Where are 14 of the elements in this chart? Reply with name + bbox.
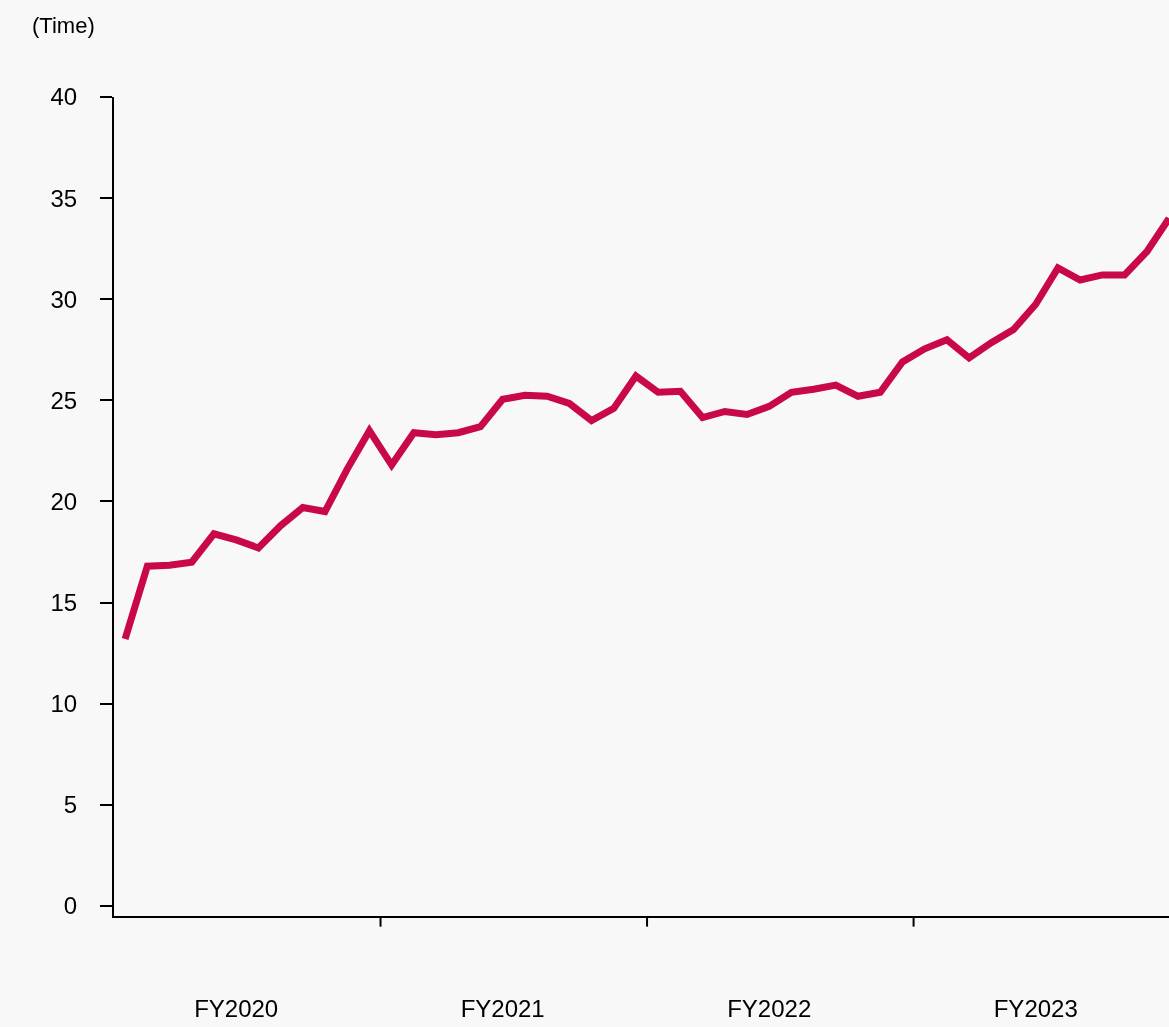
x-tick-label: FY2020 xyxy=(194,994,279,1022)
y-tick-label: 40 xyxy=(50,83,78,111)
x-tick-label: FY2021 xyxy=(460,994,545,1022)
y-tick-label: 10 xyxy=(50,690,78,718)
y-tick-label: 30 xyxy=(50,285,78,313)
y-tick-label: 35 xyxy=(50,184,78,212)
y-tick-label: 5 xyxy=(63,791,78,819)
x-tick-label: FY2022 xyxy=(727,994,812,1022)
y-tick-label: 25 xyxy=(50,386,78,414)
y-axis-title: (Time) xyxy=(32,13,95,38)
y-tick-label: 20 xyxy=(50,487,78,515)
y-tick-label: 15 xyxy=(50,588,78,616)
x-tick-label: FY2023 xyxy=(993,994,1078,1022)
y-tick-label: 0 xyxy=(63,892,78,920)
